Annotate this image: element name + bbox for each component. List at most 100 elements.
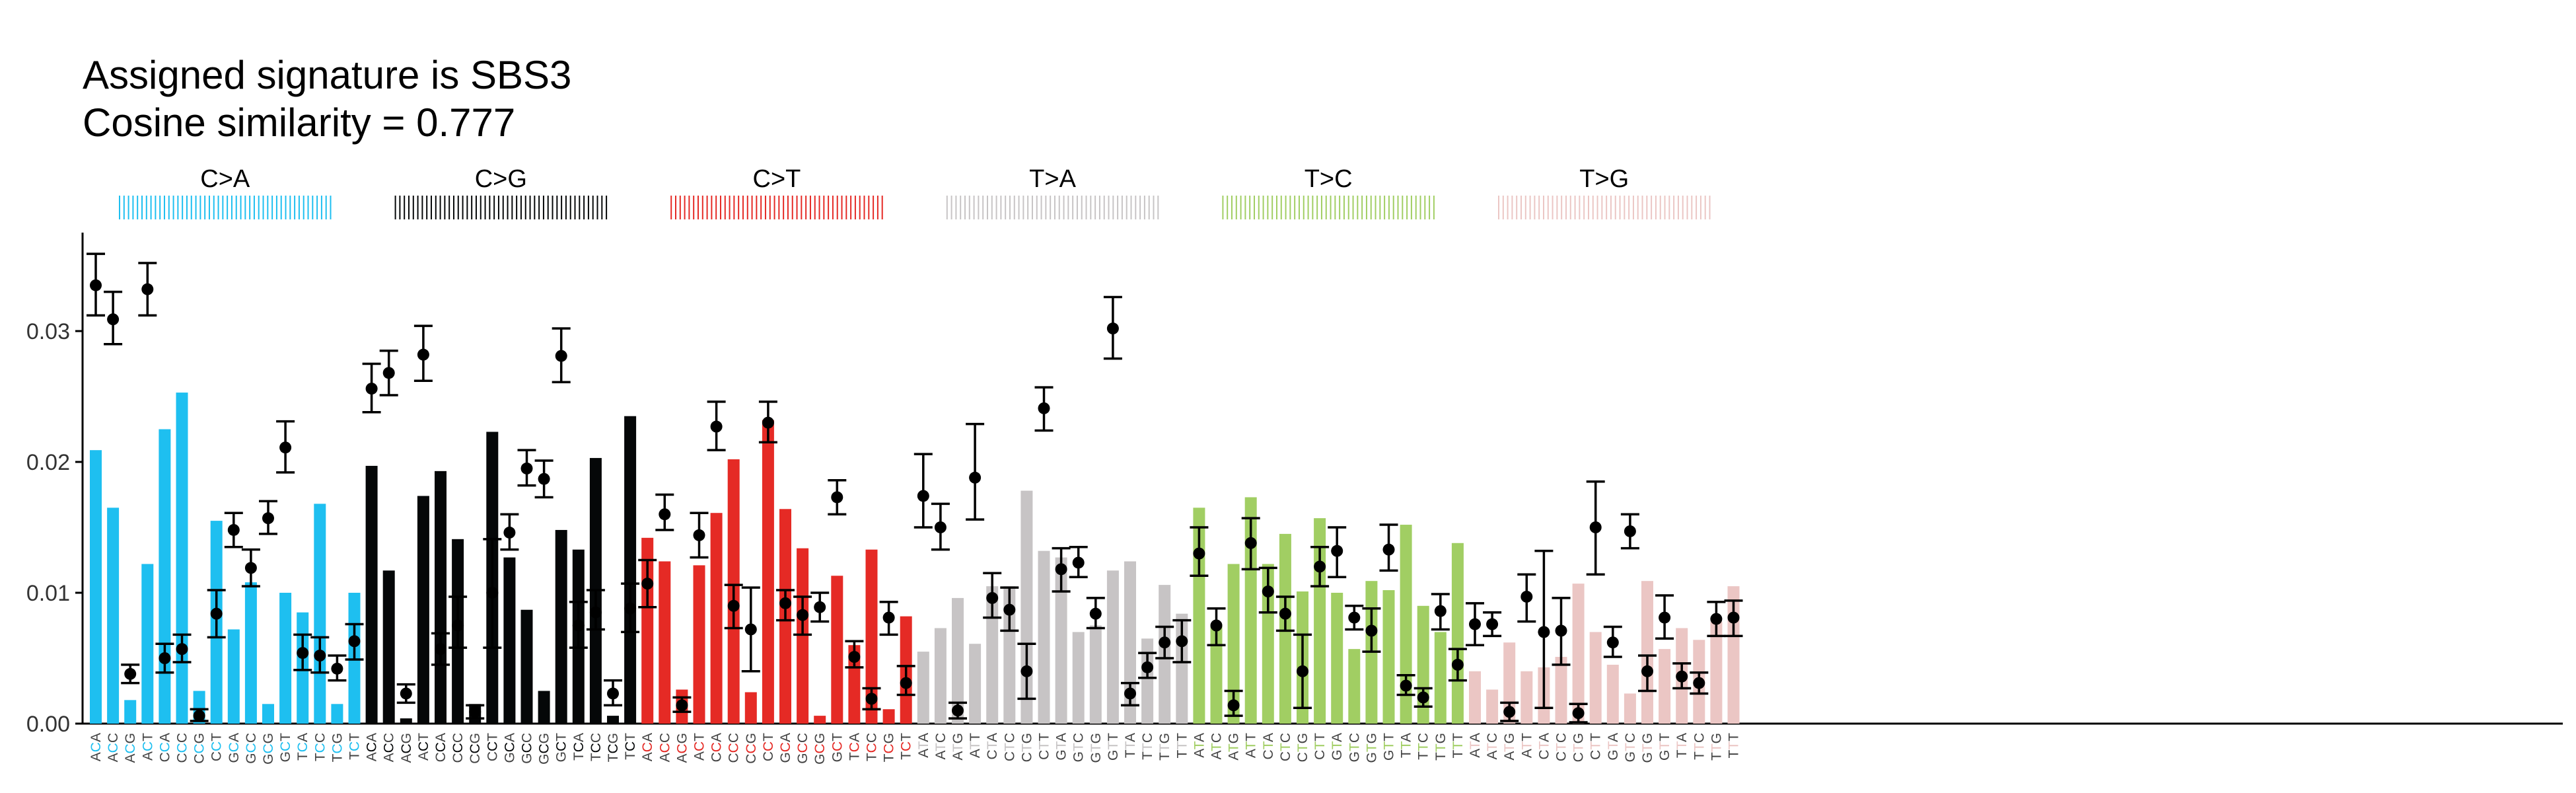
x-tick-label: ATG <box>1502 733 1517 761</box>
bar-TC-ATA <box>1193 508 1205 724</box>
data-point <box>624 602 637 615</box>
data-point <box>244 562 257 574</box>
bar-TA-GTC <box>1072 632 1085 724</box>
data-point <box>986 591 999 604</box>
data-point <box>1262 585 1274 598</box>
y-tick-label: 0.03 <box>26 319 70 344</box>
x-tick-label: CTA <box>1261 733 1276 759</box>
bar-CG-ACC <box>382 570 395 724</box>
x-tick-label: TCT <box>899 733 914 760</box>
x-tick-label: GTT <box>1382 733 1397 761</box>
bar-TC-ATG <box>1227 564 1240 724</box>
x-tick-label: ACG <box>123 733 138 763</box>
data-point <box>865 693 878 705</box>
bar-TC-TTA <box>1400 525 1412 724</box>
data-point <box>848 651 861 663</box>
x-tick-label: TCA <box>571 733 587 761</box>
x-tick-label: CCG <box>744 733 759 764</box>
x-tick-label: TTG <box>1433 733 1449 761</box>
x-tick-label: CCA <box>709 733 725 762</box>
x-tick-label: ATT <box>1519 733 1534 758</box>
x-tick-label: TTG <box>1157 733 1172 761</box>
bar-TC-GTC <box>1348 649 1361 724</box>
bar-TC-GTA <box>1331 593 1343 724</box>
data-point <box>1572 707 1585 720</box>
x-tick-label: CTG <box>1019 733 1034 762</box>
bar-TG-ATT <box>1521 671 1533 724</box>
x-tick-label: CTA <box>985 733 1000 759</box>
bar-TC-TTT <box>1451 543 1464 724</box>
x-tick-label: CTC <box>1278 733 1293 761</box>
data-point <box>1400 679 1412 692</box>
x-tick-label: ACG <box>399 733 414 763</box>
data-point <box>331 662 343 675</box>
data-point <box>1710 613 1723 625</box>
data-point <box>1020 665 1033 677</box>
bar-CA-GCT <box>279 593 292 724</box>
x-tick-label: ATT <box>968 733 983 758</box>
data-point <box>1348 611 1361 624</box>
bar-CG-GCC <box>520 609 533 724</box>
bar-TC-ATC <box>1210 624 1223 724</box>
data-point <box>382 367 395 379</box>
data-point <box>831 491 843 504</box>
x-tick-label: CTT <box>1037 733 1052 760</box>
x-tick-label: GTC <box>1071 733 1087 762</box>
x-tick-label: CTG <box>1295 733 1310 762</box>
data-point <box>1141 661 1154 673</box>
bar-CT-GCG <box>814 716 826 724</box>
data-point <box>779 597 791 609</box>
x-tick-label: GCA <box>227 733 242 763</box>
bar-CA-TCC <box>314 504 326 724</box>
data-point <box>141 283 154 295</box>
bar-TA-CTA <box>986 586 999 724</box>
x-tick-label: GTA <box>1606 733 1621 761</box>
bar-CA-CCC <box>176 393 188 724</box>
bar-CG-GCT <box>555 529 567 724</box>
bar-CG-GCG <box>538 691 550 724</box>
data-point <box>607 687 619 700</box>
data-point <box>90 279 102 291</box>
bar-CT-CCT <box>762 420 774 724</box>
bar-CG-ACG <box>400 718 412 724</box>
x-tick-label: TCA <box>847 733 862 761</box>
bar-CG-CCA <box>435 471 447 724</box>
data-point <box>900 677 912 689</box>
data-point <box>589 606 602 619</box>
x-tick-label: CCT <box>209 733 225 761</box>
data-point <box>1589 521 1602 533</box>
x-tick-label: GCT <box>278 733 293 763</box>
data-point <box>1538 626 1550 638</box>
data-point <box>400 687 412 700</box>
x-tick-label: TTA <box>1399 733 1414 758</box>
data-point <box>297 647 309 660</box>
data-point <box>452 619 464 632</box>
bar-TC-CTA <box>1262 564 1274 724</box>
data-point <box>1210 619 1223 632</box>
data-point <box>1159 636 1171 649</box>
data-point <box>1451 658 1464 671</box>
x-tick-label: ACA <box>640 733 655 761</box>
x-tick-label: TTT <box>1174 733 1190 759</box>
x-tick-label: TTG <box>1709 733 1724 761</box>
x-tick-label: CCC <box>450 733 466 763</box>
data-point <box>314 650 326 662</box>
x-tick-label: ATA <box>916 733 931 758</box>
x-tick-label: CCG <box>468 733 483 764</box>
data-point <box>797 609 809 621</box>
bar-TG-CTG <box>1572 584 1585 724</box>
data-point <box>762 416 774 429</box>
data-point <box>1124 687 1136 700</box>
panel-header-label: T>C <box>1305 165 1353 193</box>
x-tick-label: TCG <box>882 733 897 762</box>
bar-TA-CTG <box>1020 490 1033 724</box>
data-point <box>676 699 688 712</box>
data-point <box>1331 545 1343 557</box>
bar-TA-TTC <box>1141 638 1154 724</box>
data-point <box>917 490 929 502</box>
x-tick-label: ACA <box>89 733 104 761</box>
data-point <box>641 578 654 590</box>
bar-TA-ATT <box>969 644 982 724</box>
x-tick-label: CCT <box>761 733 776 761</box>
x-tick-label: GCG <box>812 733 828 765</box>
